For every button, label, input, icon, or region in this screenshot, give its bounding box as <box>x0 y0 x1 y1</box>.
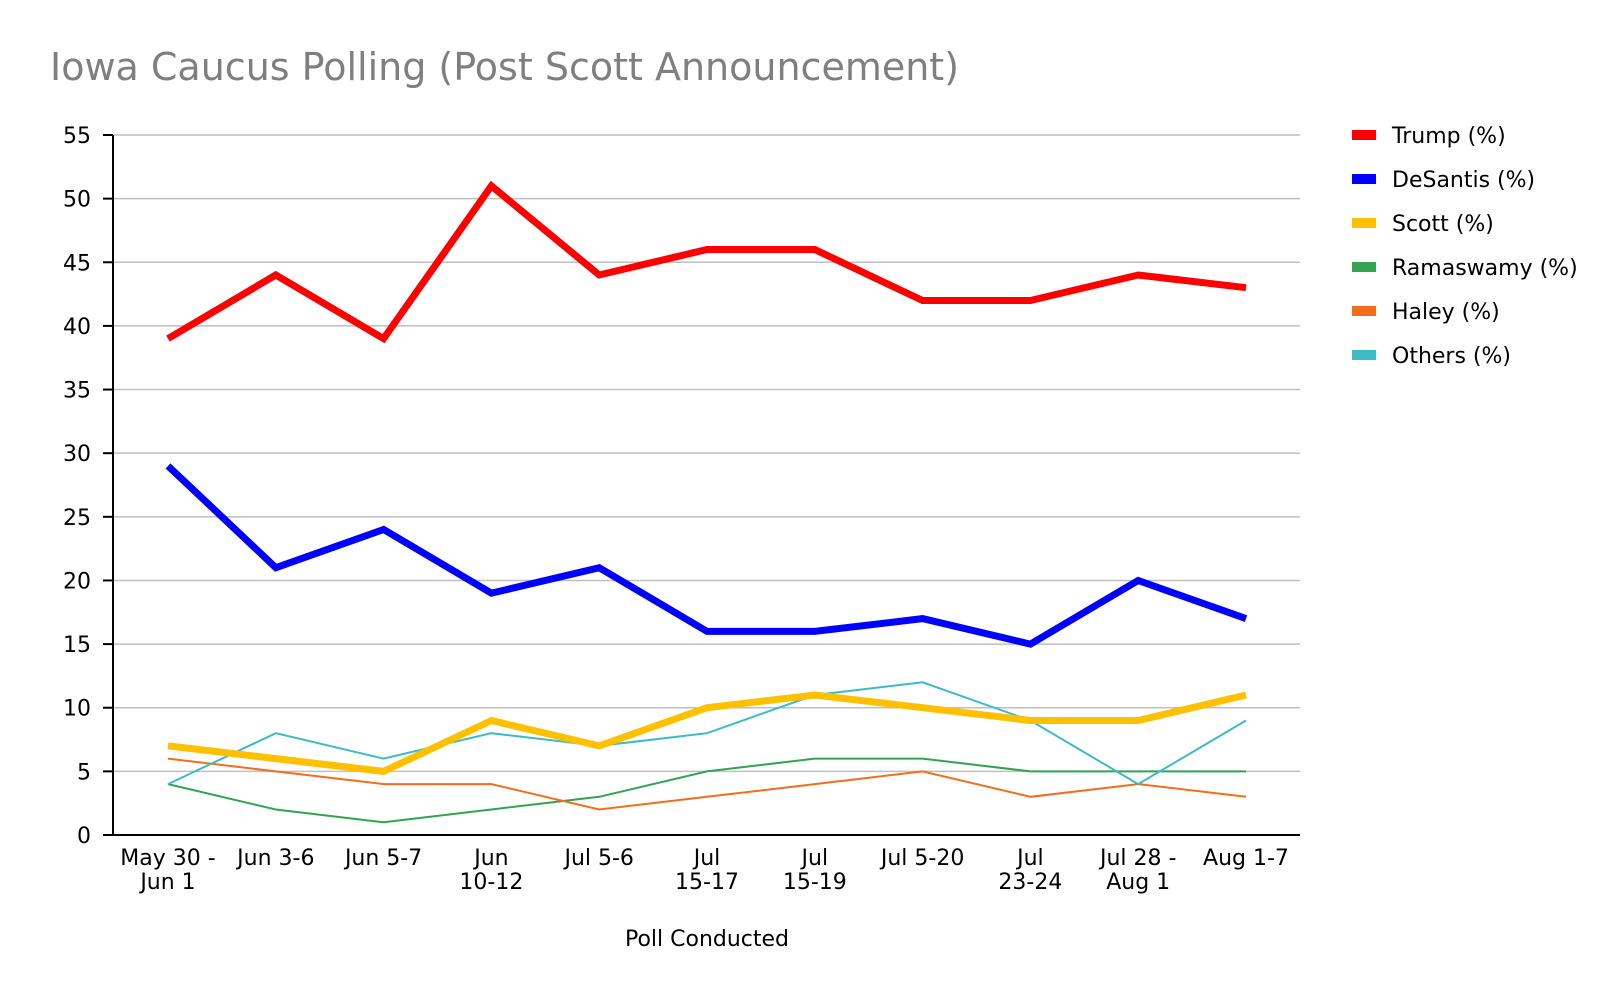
x-tick-label: Jun 10-12 <box>459 846 523 895</box>
series-lines <box>165 180 1248 824</box>
series-line-haley <box>167 757 1247 811</box>
series-line-others <box>167 681 1247 786</box>
x-tick-label: Jul 23-24 <box>998 846 1062 895</box>
x-axis-title: Poll Conducted <box>625 927 789 952</box>
x-tick-label: Jul 28 -Aug 1 <box>1098 846 1176 895</box>
y-tick-label: 5 <box>77 760 91 785</box>
gridlines <box>113 134 1300 773</box>
x-tick-label: Jun 5-7 <box>343 846 422 871</box>
y-axis-ticks: 0 5 10 15 20 25 30 35 40 45 50 55 <box>63 124 113 849</box>
x-tick-label: May 30 -Jun 1 <box>120 846 215 895</box>
x-tick-label: Jul 15-17 <box>675 846 739 895</box>
legend-label: Haley (%) <box>1392 300 1500 325</box>
legend-label: Scott (%) <box>1392 212 1494 237</box>
x-tick-label: Aug 1-7 <box>1203 846 1289 871</box>
y-tick-label: 40 <box>63 315 91 340</box>
series-line-scott <box>167 691 1247 775</box>
y-tick-label: 35 <box>63 379 91 404</box>
chart-title: Iowa Caucus Polling (Post Scott Announce… <box>50 45 959 89</box>
series-line-desantis <box>165 463 1248 648</box>
legend-swatch <box>1352 218 1376 228</box>
x-tick-label: Jul 5-20 <box>879 846 964 871</box>
y-tick-label: 20 <box>63 569 91 594</box>
x-axis-ticks: May 30 -Jun 1 Jun 3-6 Jun 5-7 Jun 10-12 Jul 5… <box>120 846 1289 895</box>
x-tick-label: Jul 15-19 <box>783 846 847 895</box>
legend-swatch <box>1352 130 1376 140</box>
y-tick-label: 10 <box>63 697 91 722</box>
y-tick-label: 0 <box>77 824 91 849</box>
legend: Trump (%) DeSantis (%) Scott (%) Ramaswamy … <box>1352 124 1578 369</box>
axes <box>112 135 1300 836</box>
y-tick-label: 50 <box>63 188 91 213</box>
legend-label: Others (%) <box>1392 344 1511 369</box>
y-tick-label: 55 <box>63 124 91 149</box>
legend-swatch <box>1352 174 1376 184</box>
legend-swatch <box>1352 306 1376 316</box>
y-tick-label: 45 <box>63 251 91 276</box>
y-tick-label: 15 <box>63 633 91 658</box>
legend-swatch <box>1352 262 1376 272</box>
x-tick-label: Jun 3-6 <box>235 846 314 871</box>
y-tick-label: 30 <box>63 442 91 467</box>
series-line-ramaswamy <box>167 757 1246 824</box>
legend-label: DeSantis (%) <box>1392 168 1535 193</box>
y-tick-label: 25 <box>63 506 91 531</box>
legend-label: Trump (%) <box>1391 124 1506 149</box>
legend-swatch <box>1352 350 1376 360</box>
series-line-trump <box>166 180 1247 344</box>
x-tick-label: Jul 5-6 <box>562 846 633 871</box>
legend-label: Ramaswamy (%) <box>1392 256 1578 281</box>
